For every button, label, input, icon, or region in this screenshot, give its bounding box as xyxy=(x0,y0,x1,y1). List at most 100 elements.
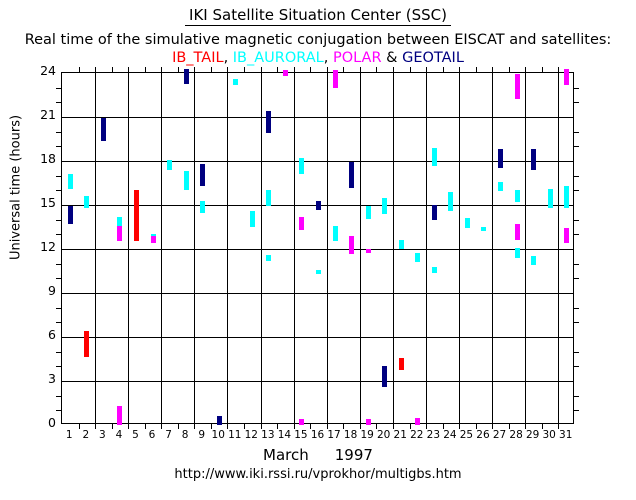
x-axis-tick xyxy=(327,423,328,429)
data-mark-geotail xyxy=(266,111,271,133)
x-axis-tick-label: 17 xyxy=(327,429,341,441)
page-title: IKI Satellite Situation Center (SSC) xyxy=(185,6,451,26)
x-axis-tick xyxy=(393,67,394,73)
x-axis-tick xyxy=(443,67,444,73)
x-axis-tick-label: 6 xyxy=(148,429,156,441)
x-axis-tick xyxy=(410,67,411,73)
data-mark-geotail xyxy=(68,206,73,224)
x-axis-tick xyxy=(211,67,212,73)
data-mark-ib-auroral xyxy=(299,158,304,174)
y-axis-tick xyxy=(573,131,579,133)
legend-separator-2: , xyxy=(323,50,329,66)
x-axis-tick xyxy=(95,67,96,73)
y-axis-tick xyxy=(56,87,62,89)
x-axis-tick-label: 4 xyxy=(115,429,123,441)
vertical-gridline xyxy=(327,73,328,423)
x-axis-tick xyxy=(360,67,361,73)
data-mark-ib-auroral xyxy=(432,267,437,273)
data-mark-ib-auroral xyxy=(515,190,520,202)
x-axis-tick-label: 21 xyxy=(393,429,407,441)
vertical-gridline xyxy=(558,73,559,423)
vertical-gridline xyxy=(194,73,195,423)
x-axis-tick xyxy=(525,423,526,429)
data-mark-ib-auroral xyxy=(167,160,172,170)
x-axis-tick-label: 10 xyxy=(211,429,225,441)
data-mark-ib-auroral xyxy=(415,253,420,262)
legend-separator-1: , xyxy=(223,50,229,66)
legend-item-ib-tail: IB_TAIL xyxy=(172,50,224,66)
x-axis-tick-label: 3 xyxy=(99,429,106,441)
x-axis-title: March 1997 xyxy=(0,446,636,464)
x-axis-tick xyxy=(459,67,460,73)
x-axis-tick-label: 23 xyxy=(426,429,441,441)
header-block: IKI Satellite Situation Center (SSC) xyxy=(0,5,636,26)
x-axis-tick xyxy=(492,423,493,429)
vertical-gridline xyxy=(393,73,394,423)
x-axis-tick xyxy=(161,67,162,73)
x-axis-tick-label: 1 xyxy=(65,429,73,441)
data-mark-geotail xyxy=(101,118,106,141)
x-axis-tick-label: 28 xyxy=(509,429,523,441)
y-axis-tick xyxy=(573,219,579,221)
x-axis-tick xyxy=(393,423,394,429)
y-axis-tick xyxy=(573,410,579,412)
x-axis-tick-label: 8 xyxy=(181,429,189,441)
data-mark-polar xyxy=(117,226,122,241)
data-mark-ib-auroral xyxy=(498,182,503,191)
y-axis-tick xyxy=(573,322,579,324)
y-axis-tick-label: 15 xyxy=(40,195,56,210)
y-axis-tick-label: 0 xyxy=(48,415,56,430)
x-axis-tick xyxy=(343,423,344,429)
x-axis-tick-label: 19 xyxy=(360,429,374,441)
x-axis-tick-label: 2 xyxy=(82,429,90,441)
y-axis-tick xyxy=(573,190,579,192)
vertical-gridline xyxy=(261,73,262,423)
vertical-gridline xyxy=(227,73,228,423)
x-axis-tick xyxy=(310,67,311,73)
x-axis-year: 1997 xyxy=(334,446,373,464)
y-axis-tick xyxy=(573,102,579,104)
data-mark-polar xyxy=(564,228,569,243)
x-axis-tick xyxy=(95,423,96,429)
data-mark-ib-auroral xyxy=(481,227,486,231)
x-axis-tick xyxy=(194,423,195,429)
x-axis-tick xyxy=(327,67,328,73)
x-axis-tick-label: 24 xyxy=(443,429,457,441)
x-axis-tick-label: 7 xyxy=(165,429,172,441)
horizontal-gridline xyxy=(62,249,573,250)
data-mark-ib-auroral xyxy=(399,240,404,249)
x-axis-tick-label: 31 xyxy=(559,429,573,441)
data-mark-geotail xyxy=(432,205,437,220)
horizontal-gridline xyxy=(62,337,573,338)
data-mark-polar xyxy=(283,70,288,76)
x-axis-tick-label: 26 xyxy=(476,429,490,441)
x-axis-tick-label: 27 xyxy=(492,429,507,441)
data-mark-ib-auroral xyxy=(515,248,520,258)
data-mark-polar xyxy=(299,419,304,425)
x-axis-tick xyxy=(558,423,559,429)
y-axis-tick xyxy=(56,263,62,265)
x-axis-tick-label: 5 xyxy=(132,429,139,441)
x-axis-tick xyxy=(542,67,543,73)
horizontal-gridline xyxy=(62,381,573,382)
data-mark-polar xyxy=(515,74,520,99)
y-axis-tick xyxy=(56,175,62,177)
y-axis-tick xyxy=(573,87,579,89)
data-mark-ib-auroral xyxy=(316,270,321,274)
x-axis-tick-label: 22 xyxy=(410,429,424,441)
legend-item-polar: POLAR xyxy=(332,50,382,66)
y-axis-tick xyxy=(573,307,579,309)
x-axis-tick xyxy=(112,67,113,73)
x-axis-tick xyxy=(426,67,427,73)
x-axis-tick xyxy=(128,67,129,73)
y-axis-tick xyxy=(56,351,62,353)
data-mark-polar xyxy=(415,418,420,425)
vertical-gridline xyxy=(161,73,162,423)
x-axis-tick xyxy=(194,67,195,73)
data-mark-ib-auroral xyxy=(548,189,553,208)
data-mark-ib-auroral xyxy=(382,198,387,214)
data-mark-ib-auroral xyxy=(233,79,238,85)
x-axis-tick xyxy=(227,67,228,73)
x-axis-tick xyxy=(145,67,146,73)
subtitle-block: Real time of the simulative magnetic con… xyxy=(0,29,636,48)
